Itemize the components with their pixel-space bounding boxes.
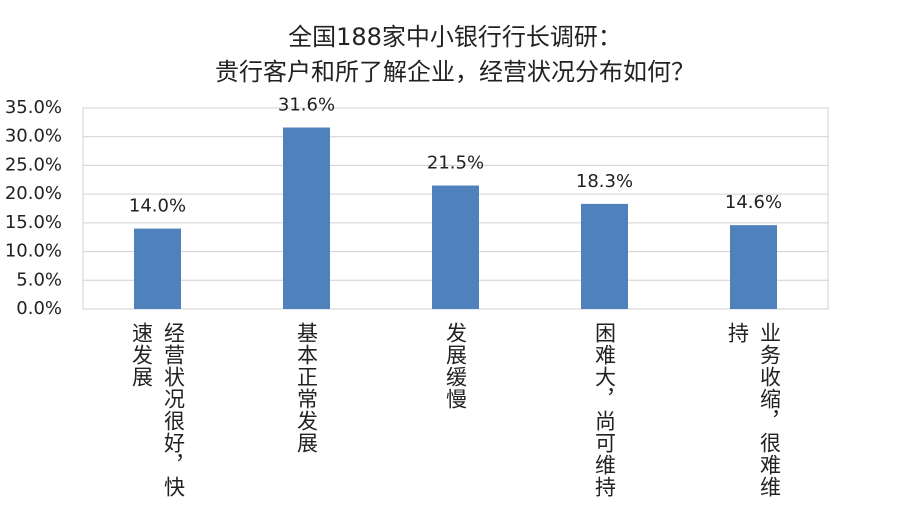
value-label: 18.3%: [576, 171, 633, 192]
x-tick-label: 发展缓慢: [443, 322, 468, 410]
value-label: 21.5%: [427, 153, 484, 174]
bar: [134, 228, 181, 309]
chart-title: 贵行客户和所了解企业，经营状况分布如何？: [215, 58, 695, 86]
x-tick-label: 基本正常发展: [294, 322, 319, 454]
value-label: 14.6%: [725, 192, 782, 213]
x-tick-label: 困难大，尚可维持: [592, 322, 617, 498]
value-label: 31.6%: [278, 95, 335, 116]
y-tick-label: 20.0%: [5, 183, 62, 204]
value-label: 14.0%: [129, 196, 186, 217]
y-tick-label: 0.0%: [16, 298, 62, 319]
y-tick-label: 5.0%: [16, 269, 62, 290]
y-tick-label: 15.0%: [5, 212, 62, 233]
y-tick-label: 10.0%: [5, 241, 62, 262]
bar: [581, 203, 628, 309]
chart-title: 全国188家中小银行行长调研：: [288, 23, 622, 51]
y-tick-label: 25.0%: [5, 154, 62, 175]
bar: [283, 127, 330, 309]
x-tick-label: 经营状况很好，快速发展: [129, 322, 186, 498]
x-tick-label: 业务收缩，很难维持: [725, 322, 782, 498]
y-tick-label: 30.0%: [5, 126, 62, 147]
bar: [730, 225, 777, 309]
bar: [432, 185, 479, 309]
y-tick-label: 35.0%: [5, 97, 62, 118]
